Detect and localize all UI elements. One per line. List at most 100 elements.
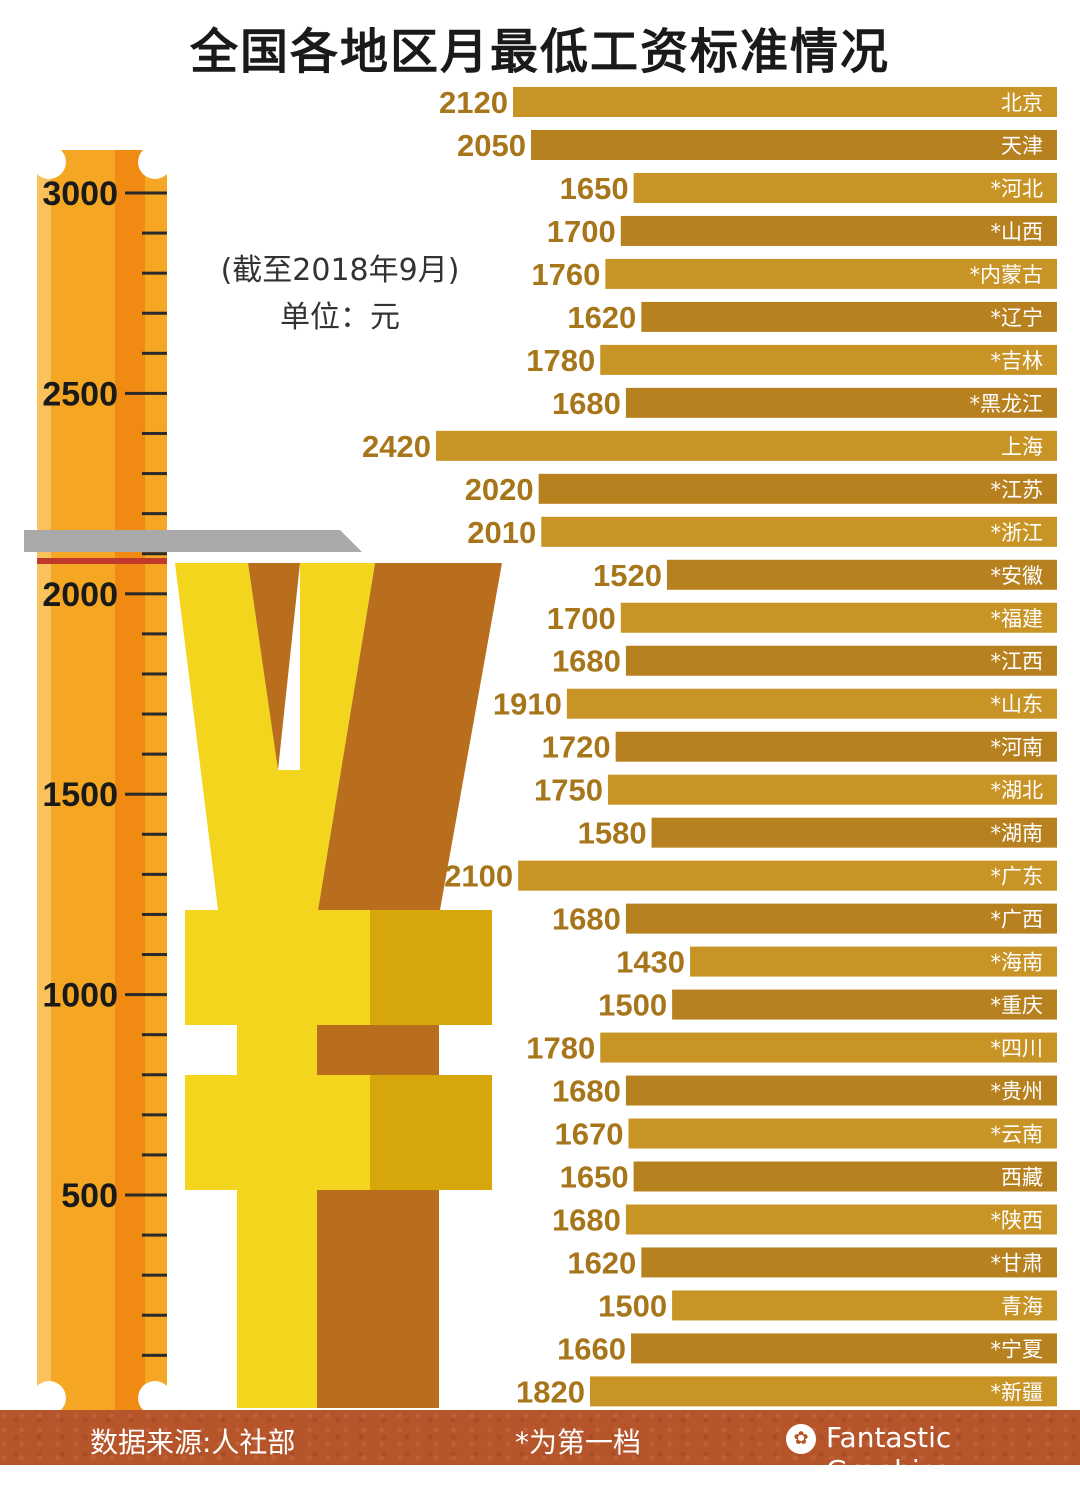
bar-category-label: *吉林: [991, 349, 1044, 373]
ruler-top-notch-right: [138, 150, 167, 179]
bar-value-label: 1650: [560, 171, 629, 206]
ruler-minor-tick: [142, 912, 167, 916]
bar-value-label: 2020: [465, 472, 534, 507]
ruler-major-tick: [125, 792, 167, 796]
legend-note: *为第一档: [515, 1426, 642, 1459]
bar-category-label: *海南: [991, 951, 1044, 975]
ruler-minor-tick: [142, 552, 167, 556]
bar: [436, 430, 1057, 461]
ruler-major-tick: [125, 391, 167, 395]
ruler-minor-tick: [142, 632, 167, 636]
yen-bar-bottom-left: [185, 1075, 370, 1190]
bar-category-label: *浙江: [991, 521, 1044, 545]
level-pointer: [24, 530, 362, 552]
bar: [641, 1247, 1057, 1278]
bar-value-label: 1650: [560, 1160, 629, 1195]
bar-value-label: 1680: [552, 1074, 621, 1109]
bar-value-label: 1760: [531, 257, 600, 292]
bar: [672, 989, 1057, 1020]
ruler-major-tick: [125, 191, 167, 195]
ruler-minor-tick: [142, 431, 167, 435]
brand-name: Fantastic Graphics: [826, 1421, 952, 1487]
ruler-bottom-notch: [37, 1381, 66, 1410]
bar-value-label: 1720: [542, 730, 611, 765]
ruler-top-notch: [37, 150, 66, 179]
ruler-minor-tick: [142, 1233, 167, 1237]
bar-category-label: 上海: [1001, 435, 1043, 459]
bar-category-label: *湖北: [991, 779, 1044, 803]
bar-category-label: *江苏: [991, 478, 1044, 502]
ruler-highlight: [37, 150, 51, 1410]
bar: [631, 1333, 1057, 1364]
yen-right-arm: [300, 563, 360, 910]
bar-value-label: 2010: [467, 515, 536, 550]
bar: [607, 774, 1057, 805]
yen-bar-bottom-right: [370, 1075, 492, 1190]
bar: [541, 516, 1057, 547]
paw-logo-icon: ✿: [786, 1424, 816, 1454]
ruler-major-tick: [125, 592, 167, 596]
ruler-minor-tick: [142, 1033, 167, 1037]
bar-value-label: 1430: [616, 945, 685, 980]
bar-value-label: 1620: [567, 1245, 636, 1280]
yen-stem-right: [317, 1190, 439, 1408]
bar-category-label: *湖南: [991, 822, 1044, 846]
note-date: (截至2018年9月): [220, 253, 460, 288]
bar-value-label: 2100: [444, 859, 513, 894]
bar-category-label: *黑龙江: [970, 392, 1044, 416]
ruler-minor-tick: [142, 1353, 167, 1357]
bar-value-label: 1660: [557, 1331, 626, 1366]
ruler-minor-tick: [142, 351, 167, 355]
yen-left-arm: [175, 563, 318, 910]
ruler-body: [37, 150, 167, 1410]
ruler-tick-label: 2500: [42, 375, 118, 413]
bar: [589, 1376, 1057, 1407]
bar-value-label: 1780: [526, 1031, 595, 1066]
ruler-minor-tick: [142, 1153, 167, 1157]
bar-value-label: 1580: [578, 816, 647, 851]
ruler-minor-tick: [142, 672, 167, 676]
bar: [625, 387, 1057, 418]
bar: [600, 344, 1057, 375]
bar-category-label: *广西: [991, 908, 1044, 932]
ruler-minor-tick: [142, 472, 167, 476]
bar: [633, 1161, 1057, 1192]
bar-value-label: 1520: [593, 558, 662, 593]
bar-category-label: 天津: [1001, 134, 1043, 158]
bar: [600, 1032, 1057, 1063]
bar-chart: 北京 2120 天津 2050 *河北 1650 *山西 1700 *内蒙古 1760 *辽宁 162…: [362, 85, 1057, 1409]
ruler-stripe: [115, 150, 145, 1410]
bar-category-label: *宁夏: [991, 1337, 1044, 1361]
bar: [690, 946, 1057, 977]
bar-value-label: 1680: [552, 386, 621, 421]
ruler-labels: 3000 2500 2000 1500 1000 500: [42, 175, 118, 1215]
bar: [641, 301, 1057, 332]
ruler-minor-tick: [142, 872, 167, 876]
bar-value-label: 1680: [552, 1202, 621, 1237]
ruler-bottom-notch-right: [138, 1381, 167, 1410]
bar-category-label: *福建: [991, 607, 1044, 631]
ruler-minor-tick: [142, 832, 167, 836]
yen-mid-right: [317, 1025, 439, 1075]
yen-right-arm-light: [318, 563, 375, 910]
bar: [615, 731, 1057, 762]
bar-category-label: *河南: [991, 736, 1044, 760]
yen-illustration: [175, 563, 502, 1408]
ruler-tick-label: 1000: [42, 977, 118, 1015]
ruler-minor-tick: [142, 1313, 167, 1317]
level-line: [37, 558, 167, 564]
bar-category-label: 北京: [1001, 91, 1043, 115]
bar-category-label: *广东: [991, 865, 1044, 889]
ruler-minor-tick: [142, 311, 167, 315]
ruler-tick-label: 500: [61, 1177, 118, 1215]
bar-category-label: *四川: [991, 1037, 1044, 1061]
bar-value-label: 1700: [547, 214, 616, 249]
bar-category-label: *内蒙古: [970, 263, 1044, 287]
bar: [538, 473, 1057, 504]
ruler-minor-tick: [142, 1113, 167, 1117]
bar: [666, 559, 1057, 590]
bar-category-label: *贵州: [991, 1080, 1044, 1104]
ruler-tick-label: 3000: [42, 175, 118, 213]
ruler-tick-label: 2000: [42, 576, 118, 614]
ruler-minor-tick: [142, 752, 167, 756]
